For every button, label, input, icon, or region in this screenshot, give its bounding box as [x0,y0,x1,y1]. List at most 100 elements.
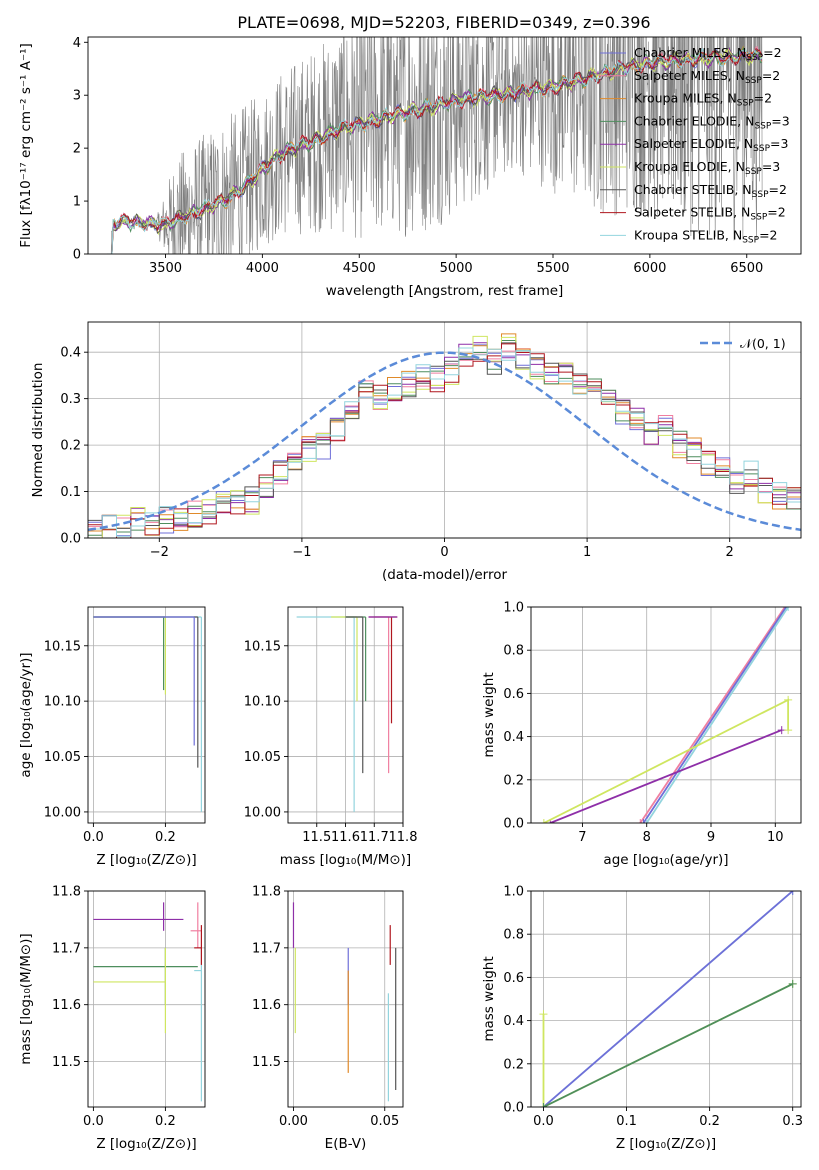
mass-vs-metallicity-panel: 0.0 0.2 11.5 11.6 11.7 11.8 Z [log₁₀(Z/Z⊙)] mas… [18,885,206,1152]
x-tick-label: 0.0 [83,830,104,845]
y-tick-label: 0.6 [503,687,524,702]
y-tick-label: 0.4 [60,346,81,361]
x-tick-label: 9 [707,830,715,845]
x-tick-label: 11.5 [302,830,331,845]
legend-entry: Kroupa ELODIE, NSSP=3 [634,159,780,177]
x-tick-label: 1 [583,545,591,560]
y-tick-label: 10.15 [244,639,281,654]
y-tick-label: 0.6 [503,971,524,986]
age-vs-metallicity-ticks: 0.0 0.2 10.00 10.05 10.10 10.15 [44,639,176,845]
weight-line-salpeter-miles [639,607,786,823]
x-tick-label: 6000 [633,261,666,276]
weight-marker [642,819,651,823]
legend-entry: Chabrier STELIB, NSSP=2 [634,182,787,200]
y-tick-label: 0.4 [503,1014,524,1029]
weight-line-kroupa-elodie [543,698,789,823]
x-tick-label: 0.0 [533,1114,554,1129]
age-vs-metallicity-ylabel: age [log₁₀(age/yr)] [18,652,34,777]
x-tick-label: 4000 [246,261,279,276]
mass-vs-ebv-panel: 0.00 0.05 11.5 11.6 11.7 11.8 E(B-V) [252,885,404,1152]
spectrum-marks [107,37,763,254]
x-tick-label: 5000 [440,261,473,276]
y-tick-label: 0.1 [60,485,81,500]
x-tick-label: 0.2 [155,830,176,845]
age-vs-mass-grid [288,607,404,823]
y-tick-label: 11.8 [52,885,81,900]
y-tick-label: 10.00 [44,805,81,820]
weight-line-kroupa-stelib [645,607,789,823]
weight-marker [539,1103,548,1107]
legend-entry: Kroupa STELIB, NSSP=2 [634,227,778,245]
x-tick-label: 5500 [536,261,569,276]
mass-vs-ebv-marks [292,902,397,1102]
mass-vs-metallicity-marks [93,902,202,1102]
x-tick-label: 0.2 [155,1114,176,1129]
y-tick-label: 1.0 [503,885,524,900]
residual-hist-salpeter-stelib [88,343,801,538]
y-tick-label: 10.10 [244,695,281,710]
mass-weight-vs-age-marks [539,607,793,823]
residuals-ticks: −2 −1 0 1 2 0.0 0.1 0.2 0.3 0.4 [60,346,734,560]
legend-entry: Salpeter STELIB, NSSP=2 [634,205,786,223]
residual-hist-kroupa-stelib [88,347,801,537]
age-vs-mass-xlabel: mass [log₁₀(M/M⊙)] [280,852,411,868]
x-tick-label: 11.7 [360,830,389,845]
gaussian-curve [88,351,801,532]
mass-weight-vs-age-ylabel: mass weight [481,672,497,757]
residual-hist-salpeter-elodie [88,342,801,538]
x-tick-label: 8 [643,830,651,845]
y-tick-label: 11.6 [52,998,81,1013]
age-vs-metallicity-xlabel: Z [log₁₀(Z/Z⊙)] [96,852,196,868]
y-tick-label: 1.0 [503,601,524,616]
y-tick-label: 10.05 [244,750,281,765]
y-tick-label: 10.15 [44,639,81,654]
mass-weight-vs-age-ticks: 7 8 9 10 0.0 0.2 0.4 0.6 0.8 1.0 [503,601,783,846]
residuals-xlabel: (data-model)/error [382,567,508,583]
y-tick-label: 11.5 [52,1055,81,1070]
weight-marker [539,1010,548,1019]
y-tick-label: 0.3 [60,392,81,407]
age-vs-mass-ticks: 11.5 11.6 11.7 11.8 10.00 10.05 10.10 10.15 [244,639,418,845]
legend-entry: Kroupa MILES, NSSP=2 [634,91,772,109]
mass-vs-metallicity-grid [88,890,205,1107]
y-tick-label: 10.05 [44,750,81,765]
legend-entry: Salpeter MILES, NSSP=2 [634,68,780,86]
figure-title: PLATE=0698, MJD=52203, FIBERID=0349, z=0… [237,13,650,32]
x-tick-label: 3500 [149,261,182,276]
y-tick-label: 2 [73,142,81,157]
mass-weight-vs-age-grid [531,606,801,824]
age-vs-metallicity-grid [88,607,205,823]
mass-weight-vs-metallicity-panel: 0.0 0.1 0.2 0.3 0.0 0.2 0.4 0.6 0.8 1.0 Z [log₁₀(Z… [481,885,803,1153]
plots: 3500 4000 4500 5000 5500 6000 6500 0 1 2 3 4 wavelen… [18,36,803,1153]
x-tick-label: 0.00 [279,1114,308,1129]
x-tick-label: −2 [150,545,169,560]
spectrum-data-line [107,37,763,254]
spectrum-model-kroupa-elodie [107,48,763,254]
y-tick-label: 0 [73,248,81,263]
residuals-legend: 𝒩(0, 1) [700,336,786,351]
legend-entry: 𝒩(0, 1) [740,336,786,351]
x-tick-label: 4500 [343,261,376,276]
residuals-panel: −2 −1 0 1 2 0.0 0.1 0.2 0.3 0.4 (data-model)/error… [30,321,802,583]
x-tick-label: 0.2 [699,1114,720,1129]
y-tick-label: 11.7 [52,941,81,956]
x-tick-label: −1 [292,545,311,560]
y-tick-label: 10.00 [244,805,281,820]
legend-entry: Salpeter ELODIE, NSSP=3 [634,136,788,154]
mass-vs-metallicity-frame [87,890,206,1108]
y-tick-label: 3 [73,89,81,104]
legend-entry: Chabrier ELODIE, NSSP=3 [634,113,790,131]
mass-weight-vs-metallicity-frame [530,890,802,1108]
y-tick-label: 4 [73,36,81,51]
weight-line-chabrier-miles [542,891,794,1107]
mass-vs-ebv-ticks: 0.00 0.05 11.5 11.6 11.7 11.8 [252,885,399,1130]
age-vs-mass-panel: 11.5 11.6 11.7 11.8 10.00 10.05 10.10 10.15 mass… [244,606,418,868]
spectrum-panel: 3500 4000 4500 5000 5500 6000 6500 0 1 2 3 4 wavelen… [18,36,802,299]
y-tick-label: 0.0 [60,532,81,547]
y-tick-label: 0.0 [503,817,524,832]
spectrum-legend: Chabrier MILES, NSSP=2 Salpeter MILES, NS… [600,45,790,245]
weight-marker [784,607,793,611]
residuals-ylabel: Normed distribution [30,363,46,498]
mass-vs-metallicity-ticks: 0.0 0.2 11.5 11.6 11.7 11.8 [52,885,176,1130]
weight-marker [784,726,793,735]
